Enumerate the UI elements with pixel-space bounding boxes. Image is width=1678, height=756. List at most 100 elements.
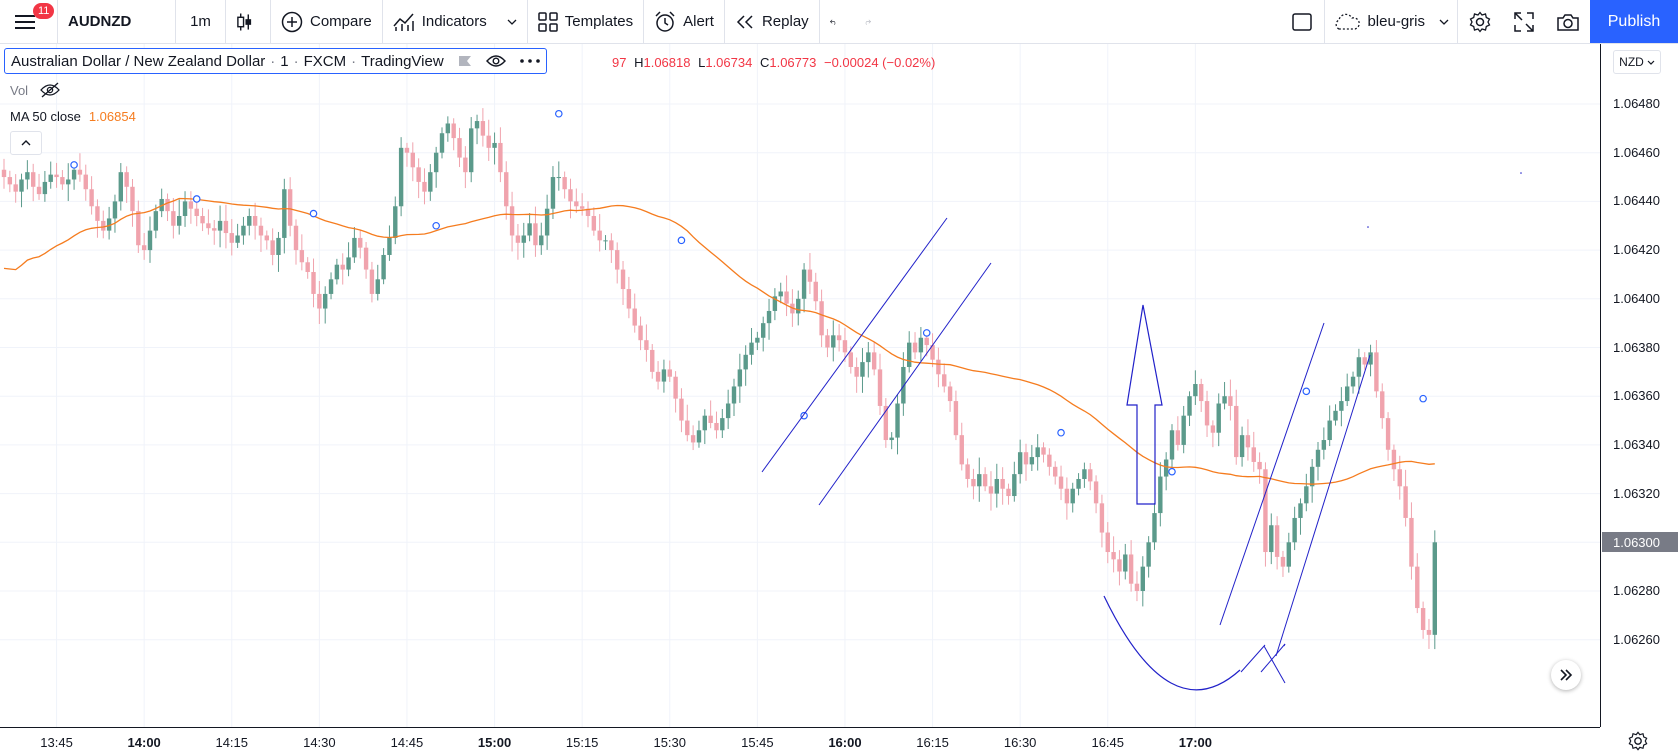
more-icon[interactable] <box>519 59 540 63</box>
candle-body <box>696 430 702 443</box>
price-tick-label: 1.06440 <box>1613 193 1660 209</box>
candle-body <box>796 298 801 314</box>
eye-icon[interactable] <box>485 54 506 68</box>
candle-body <box>685 420 690 436</box>
series-title: Australian Dollar / New Zealand Dollar <box>11 52 266 70</box>
candle-body <box>527 223 532 236</box>
collapse-legend-button[interactable] <box>10 131 42 155</box>
candle-body <box>334 264 340 280</box>
candle-body <box>761 323 766 338</box>
candle-body <box>1339 401 1344 411</box>
time-tick-label: 16:30 <box>1003 735 1037 750</box>
candle-body <box>784 291 789 304</box>
candle-body <box>930 345 935 360</box>
indicators-button[interactable]: Indicators <box>383 0 528 43</box>
fullscreen-button[interactable] <box>1502 0 1546 43</box>
candle-body <box>25 172 30 180</box>
indicators-icon <box>393 13 414 31</box>
candle-body <box>1006 488 1011 497</box>
currency-selector[interactable]: NZD <box>1613 50 1661 74</box>
candle-body <box>433 152 439 173</box>
undo-button[interactable] <box>820 0 854 43</box>
bar-marker <box>192 195 201 203</box>
candle-body <box>1128 554 1134 584</box>
ma-line <box>3 197 1435 485</box>
series-title-box[interactable]: Australian Dollar / New Zealand Dollar ·… <box>4 48 547 74</box>
candle-body <box>1053 466 1058 477</box>
notification-badge: 11 <box>33 3 55 19</box>
layout-menu-button[interactable]: bleu-gris <box>1324 0 1458 43</box>
time-tick-label: 15:15 <box>565 735 599 750</box>
low-label: L <box>698 55 706 70</box>
flag-icon[interactable] <box>458 55 472 67</box>
replay-button[interactable]: Replay <box>725 0 820 43</box>
candle-body <box>901 366 906 404</box>
candle-body <box>1058 476 1064 489</box>
candle-body <box>1222 396 1227 404</box>
candle-body <box>1321 440 1327 450</box>
candle-body <box>1099 503 1105 533</box>
symbol-search-button[interactable]: AUDNZD <box>58 0 176 43</box>
candle-body <box>778 291 783 297</box>
ohlc-values: 97 H1.06818 L1.06734 C1.06773 −0.00024 (… <box>612 55 935 70</box>
candle-body <box>1 169 7 178</box>
candle-body <box>831 335 836 348</box>
time-axis[interactable]: 13:45 14:00 14:15 14:30 14:45 15:00 15:15 15:30… <box>0 727 1600 756</box>
top-toolbar: 11 AUDNZD 1m Compare Indicators Template… <box>0 0 1678 44</box>
candle-body <box>1234 405 1239 458</box>
change-value: −0.00024 (−0.02%) <box>823 55 936 70</box>
bar-marker <box>70 161 78 169</box>
bar-marker <box>309 209 318 218</box>
candle-body <box>428 172 433 192</box>
candle-body <box>1012 474 1017 497</box>
candle-body <box>1251 447 1256 462</box>
candle-body <box>36 186 42 195</box>
scroll-to-realtime-button[interactable] <box>1551 660 1581 690</box>
interval-button[interactable]: 1m <box>176 0 226 43</box>
candle-body <box>708 415 713 423</box>
low-value: 1.06734 <box>705 55 753 70</box>
templates-button[interactable]: Templates <box>528 0 645 43</box>
candle-body <box>1380 391 1385 419</box>
candle-body <box>661 369 667 382</box>
candle-body <box>270 240 275 255</box>
candle-body <box>1181 415 1186 445</box>
candle-body <box>942 374 947 387</box>
candle-body <box>293 225 299 251</box>
ma-indicator-row[interactable]: MA 50 close 1.06854 <box>10 109 136 124</box>
publish-button[interactable]: Publish <box>1590 0 1678 43</box>
volume-indicator-row[interactable]: Vol <box>10 82 60 98</box>
fullscreen-layout-button[interactable] <box>1280 0 1324 43</box>
candle-body <box>381 254 386 280</box>
chart-type-button[interactable] <box>226 0 271 43</box>
price-tick-label: 1.06320 <box>1613 485 1660 501</box>
candle-body <box>568 189 573 202</box>
alert-button[interactable]: Alert <box>644 0 725 43</box>
candle-body <box>854 366 859 377</box>
candle-body <box>965 464 970 479</box>
price-tick-label: 1.06400 <box>1613 290 1660 306</box>
candle-body <box>1409 517 1414 567</box>
eye-off-icon[interactable] <box>40 82 60 98</box>
settings-button[interactable] <box>1458 0 1502 43</box>
snapshot-button[interactable] <box>1546 0 1590 43</box>
high-label: H <box>634 55 644 70</box>
candle-body <box>1420 608 1426 630</box>
candle-body <box>883 405 889 441</box>
candle-body <box>305 262 310 273</box>
arrow-drawing <box>1126 304 1163 505</box>
price-axis[interactable]: NZD 1.06480 1.06460 1.06440 1.06420 1.06400 1… <box>1600 44 1678 727</box>
high-value: 1.06818 <box>643 55 691 70</box>
candle-body <box>486 135 491 148</box>
close-value: 1.06773 <box>769 55 817 70</box>
compare-button[interactable]: Compare <box>271 0 383 43</box>
main-menu-button[interactable]: 11 <box>0 0 58 43</box>
candle-body <box>801 269 807 299</box>
candle-body <box>1000 478 1005 489</box>
redo-button[interactable] <box>854 0 888 43</box>
price-chart[interactable] <box>0 44 1600 727</box>
candle-body <box>1304 486 1309 504</box>
trend-line <box>818 262 992 506</box>
chart-settings-button[interactable] <box>1628 731 1648 756</box>
candle-body <box>136 211 141 246</box>
